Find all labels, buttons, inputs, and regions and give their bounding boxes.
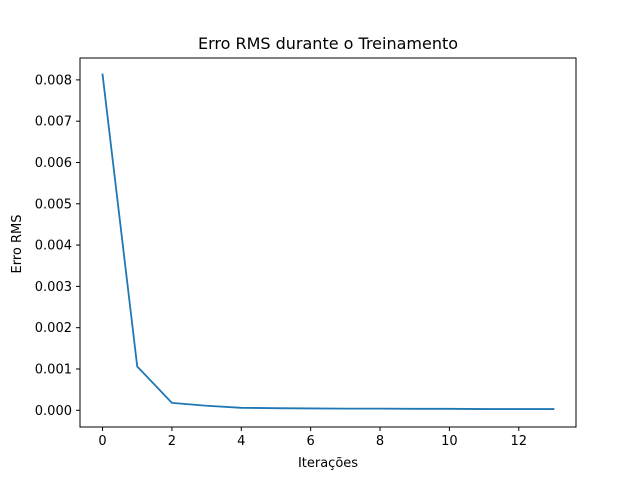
y-tick-label-3: 0.003: [35, 280, 72, 295]
y-tick-label-0: 0.000: [35, 404, 72, 419]
y-tick-label-6: 0.006: [35, 156, 72, 171]
x-tick-label-6: 12: [510, 434, 527, 449]
y-tick-label-8: 0.008: [35, 73, 72, 88]
chart-title: Erro RMS durante o Treinamento: [198, 34, 458, 53]
x-tick-label-1: 2: [168, 434, 176, 449]
plot-frame: [79, 57, 577, 428]
y-tick-label-5: 0.005: [35, 197, 72, 212]
x-tick-label-2: 4: [237, 434, 245, 449]
y-tick-label-2: 0.002: [35, 321, 72, 336]
x-tick-label-4: 8: [376, 434, 384, 449]
series-line-0: [101, 73, 555, 410]
x-tick-label-5: 10: [441, 434, 458, 449]
plot-area: 0 2 4 6 8 10 12 0.000 0.001 0.002 0.003 0.004 0.005 0…: [35, 57, 577, 449]
y-axis-label: Erro RMS: [10, 215, 25, 274]
y-tick-label-1: 0.001: [35, 362, 72, 377]
x-tick-label-3: 6: [307, 434, 315, 449]
y-tick-label-7: 0.007: [35, 115, 72, 130]
y-tick-label-4: 0.004: [35, 239, 72, 254]
x-tick-label-0: 0: [98, 434, 106, 449]
x-axis-label: Iterações: [298, 456, 358, 471]
